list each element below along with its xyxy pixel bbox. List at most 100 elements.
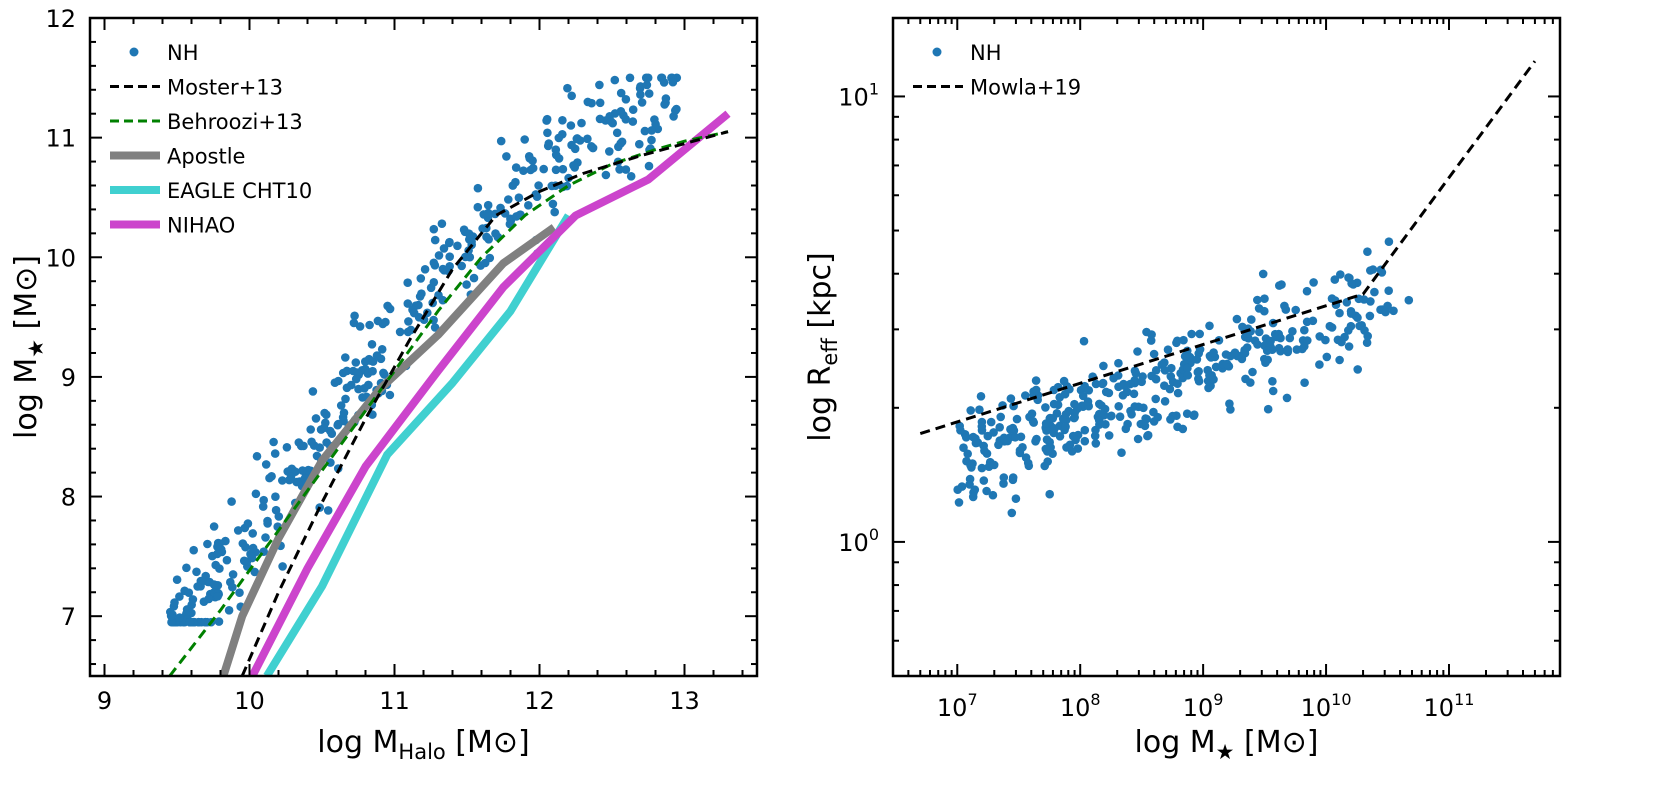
nh-point [1041, 444, 1051, 454]
x-tick-label: 1011 [1424, 690, 1475, 722]
nh-point [1384, 237, 1394, 246]
nh-point [661, 94, 671, 103]
nh-point [588, 143, 598, 153]
nh-point [1366, 297, 1375, 306]
nh-point [351, 358, 361, 367]
nh-point [1045, 413, 1055, 423]
nh-point [1040, 461, 1049, 471]
nh-point [1389, 306, 1398, 316]
nh-point [172, 575, 182, 584]
nh-point [1065, 384, 1074, 394]
nh-point [1117, 448, 1126, 458]
nh-point [643, 73, 653, 83]
nh-point [445, 252, 455, 261]
nh-point [327, 429, 337, 439]
nh-point [1368, 265, 1378, 274]
nh-point [1346, 309, 1356, 318]
nh-point [970, 485, 980, 495]
nh-point [180, 586, 189, 596]
nh-point [1127, 410, 1136, 419]
nh-point [1138, 372, 1147, 381]
nh-point [1151, 394, 1160, 404]
nh-point [975, 405, 984, 415]
nh-point [1204, 383, 1213, 393]
nh-point [1094, 415, 1104, 425]
nh-point [999, 473, 1009, 482]
mowla19-line [919, 60, 1537, 436]
nh-point [1266, 336, 1275, 346]
nh-point [1263, 404, 1273, 414]
nh-point [1053, 400, 1063, 410]
nh-point [504, 195, 513, 204]
nh-point [1302, 286, 1312, 296]
nh-point [322, 410, 331, 420]
nh-point [1023, 458, 1033, 468]
nh-point [439, 244, 449, 253]
nh-point [1129, 389, 1139, 399]
nh-point [628, 117, 638, 126]
nh-point [1041, 403, 1050, 412]
nh-point [525, 154, 534, 163]
nh-point [1080, 425, 1090, 435]
nh-point [274, 512, 284, 521]
nh-point [1282, 393, 1292, 403]
nh-point [1091, 439, 1101, 448]
nh-point [1344, 342, 1354, 351]
nh-point [1277, 280, 1286, 289]
nh-point [243, 519, 253, 528]
nh-point [1300, 342, 1309, 351]
behroozi13-line [168, 130, 729, 676]
nh-point [200, 617, 210, 627]
nh-point [1173, 379, 1182, 389]
nh-point [341, 394, 350, 404]
nh-point [1344, 273, 1353, 282]
nh-point [483, 200, 493, 210]
nh-point [203, 539, 212, 549]
nh-point [1160, 397, 1170, 406]
nh-point [430, 323, 440, 332]
nh-point [307, 437, 316, 447]
nh-point [1149, 349, 1159, 359]
nh-point [420, 265, 430, 274]
nh-point [381, 317, 390, 327]
nh-point [252, 452, 262, 461]
nh-point [520, 135, 529, 144]
nh-point [167, 617, 176, 627]
y-axis-label: log Reff [kpc] [803, 252, 842, 441]
nh-point [595, 98, 605, 108]
nh-point [323, 506, 333, 515]
nh-point [299, 441, 308, 451]
nh-point [469, 273, 479, 283]
eagle-cht10-line [263, 213, 572, 676]
nh-point [567, 91, 576, 101]
nh-point [259, 495, 269, 505]
nh-point [1187, 329, 1196, 339]
nh-point [1248, 367, 1257, 377]
y-tick-label: 12 [45, 5, 76, 33]
nh-point [1115, 412, 1125, 422]
nh-point [1353, 365, 1362, 374]
nh-point [583, 97, 593, 107]
nh-point [367, 340, 377, 349]
nh-point [228, 570, 238, 579]
x-tick-label: 107 [937, 690, 978, 722]
nh-point [954, 498, 964, 507]
nh-point [1166, 415, 1175, 424]
nh-point [672, 104, 681, 114]
nh-point [961, 433, 971, 442]
nh-point [583, 134, 592, 144]
nh-point [1133, 434, 1143, 444]
nh-point [1173, 422, 1182, 432]
x-axis-label: log M★ [M⊙] [1135, 725, 1319, 764]
nh-point [373, 316, 383, 326]
nh-point [351, 374, 361, 384]
nh-point [566, 121, 576, 130]
legend-label: EAGLE CHT10 [167, 179, 312, 203]
nh-point [377, 345, 387, 354]
y-tick-label: 9 [61, 364, 76, 392]
nh-point [616, 88, 626, 98]
nh-point [1209, 348, 1218, 357]
nh-point [1309, 278, 1318, 287]
nh-point [261, 460, 271, 469]
nh-point [1065, 440, 1075, 450]
